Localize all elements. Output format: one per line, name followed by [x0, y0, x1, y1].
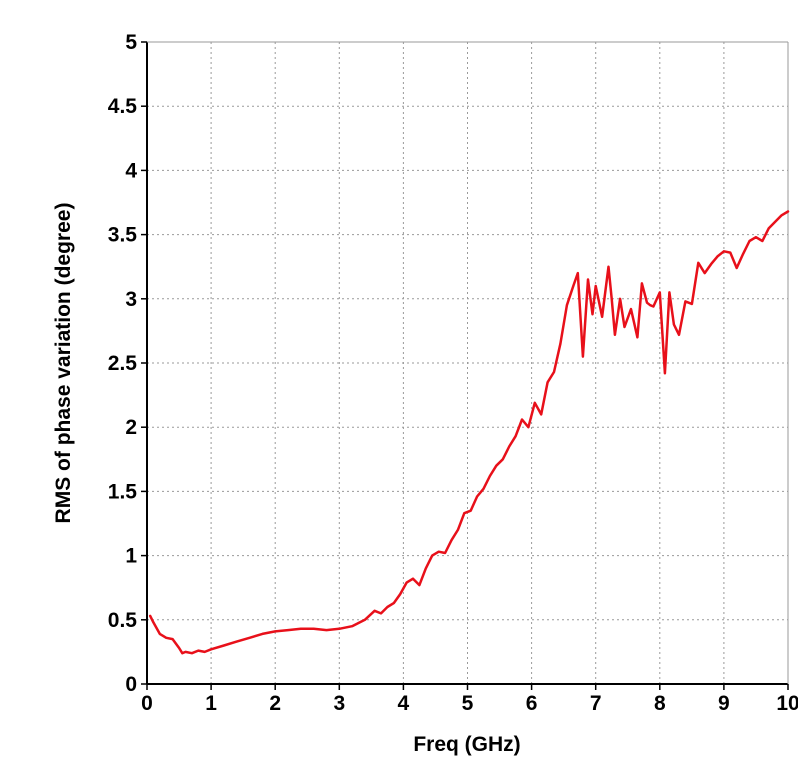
x-tick-label: 8 [654, 692, 666, 715]
x-tick-label: 7 [590, 692, 602, 715]
y-tick-label: 2.5 [108, 352, 138, 375]
y-tick-label: 3.5 [108, 224, 138, 247]
y-tick-label: 1 [125, 545, 137, 568]
grid [147, 42, 788, 684]
x-tick-label: 4 [398, 692, 410, 715]
y-axis-label: RMS of phase variation (degree) [52, 203, 75, 524]
tick-labels: 0 1 2 3 4 5 6 7 8 9 10 0 0.5 1 1.5 2 2.5 3 3.5 4 4.5 5 [108, 31, 798, 715]
x-tick-label: 1 [205, 692, 217, 715]
x-tick-label: 5 [462, 692, 474, 715]
y-tick-label: 5 [125, 31, 137, 54]
x-tick-label: 3 [333, 692, 345, 715]
series-line [148, 210, 790, 655]
x-tick-label: 6 [526, 692, 538, 715]
x-tick-label: 9 [718, 692, 730, 715]
axes [141, 41, 789, 690]
y-tick-label: 2 [125, 416, 137, 439]
y-tick-label: 1.5 [108, 480, 138, 503]
y-tick-label: 4.5 [108, 95, 138, 118]
x-tick-label: 2 [269, 692, 281, 715]
x-axis-label: Freq (GHz) [413, 733, 520, 756]
x-tick-label: 0 [141, 692, 153, 715]
y-tick-label: 4 [125, 159, 137, 182]
x-tick-label: 10 [776, 692, 798, 715]
y-tick-label: 3 [125, 288, 137, 311]
y-tick-label: 0.5 [108, 609, 138, 632]
series-layer [148, 210, 790, 655]
y-tick-label: 0 [125, 673, 137, 696]
